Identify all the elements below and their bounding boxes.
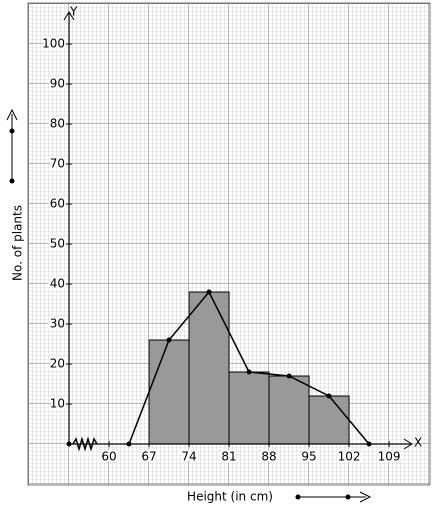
bar xyxy=(188,291,230,445)
x-tick-label: 109 xyxy=(378,450,401,464)
plot: 10 20 30 40 50 60 70 80 90 100 60 67 74 81 88 95 102 109 xyxy=(40,11,413,466)
x-tick-label: 67 xyxy=(141,450,156,464)
x-tick-label: 102 xyxy=(338,450,361,464)
polygon-point xyxy=(366,441,372,447)
x-axis-letter: X xyxy=(414,436,422,450)
bar xyxy=(148,339,190,445)
bar xyxy=(308,395,350,445)
x-tick-label: 81 xyxy=(221,450,236,464)
origin-dot xyxy=(66,441,72,447)
y-tick-label: 90 xyxy=(50,77,65,91)
x-tick-label: 88 xyxy=(261,450,276,464)
y-tick-label: 50 xyxy=(50,237,65,251)
y-tick-label: 40 xyxy=(50,277,65,291)
y-tick-label: 10 xyxy=(50,397,65,411)
y-arrow xyxy=(6,108,18,184)
x-arrow xyxy=(295,491,372,503)
x-axis-arrow xyxy=(403,438,413,450)
polygon-point xyxy=(286,373,292,379)
y-tick-label: 70 xyxy=(50,157,65,171)
bar xyxy=(228,371,270,445)
y-axis-arrow xyxy=(63,11,75,21)
x-tick-label: 95 xyxy=(301,450,316,464)
polygon-point xyxy=(326,393,332,399)
x-axis-label: Height (in cm) xyxy=(187,490,273,504)
polygon-point xyxy=(246,369,252,375)
x-tick-label: 60 xyxy=(101,450,116,464)
y-axis-label: No. of plants xyxy=(11,205,25,281)
y-axis-letter: Y xyxy=(69,5,78,19)
y-tick-label: 30 xyxy=(50,317,65,331)
y-tick-label: 100 xyxy=(42,37,65,51)
axis-break xyxy=(72,436,98,452)
y-tick-label: 80 xyxy=(50,117,65,131)
x-tick-label: 74 xyxy=(181,450,196,464)
polygon-point xyxy=(166,337,172,343)
polygon-point xyxy=(126,441,132,447)
y-tick-label: 60 xyxy=(50,197,65,211)
polygon-point xyxy=(206,289,212,295)
bar xyxy=(268,375,310,445)
y-tick-label: 20 xyxy=(50,357,65,371)
